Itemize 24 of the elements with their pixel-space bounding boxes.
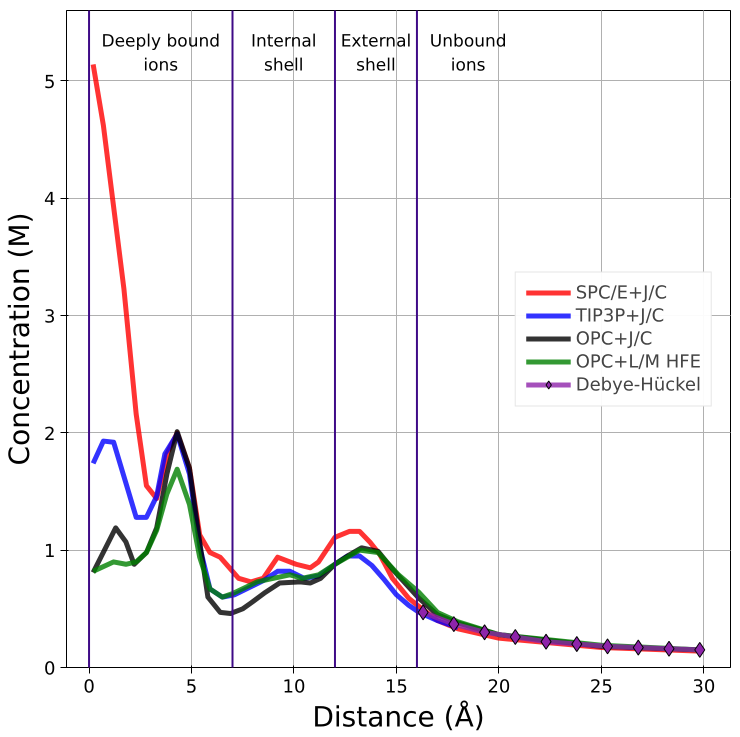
y-tick-label: 0 xyxy=(44,658,56,680)
x-tick-label: 25 xyxy=(590,676,613,698)
ref-line-label: Unbound ions xyxy=(430,32,507,76)
x-tick-label: 20 xyxy=(487,676,510,698)
ref-line-label: Internal shell xyxy=(250,32,317,76)
y-tick-label: 3 xyxy=(44,306,56,328)
legend-label: OPC+L/M HFE xyxy=(576,351,701,372)
y-tick-label: 5 xyxy=(44,72,56,93)
ref-line-label: External shell xyxy=(340,32,412,76)
legend-label: TIP3P+J/C xyxy=(576,305,664,326)
ref-line-label: Deeply bound ions xyxy=(102,32,220,76)
x-axis-title: Distance (Å) xyxy=(312,700,485,734)
x-tick-label: 5 xyxy=(186,676,198,698)
x-tick-label: 10 xyxy=(282,676,306,698)
y-tick-label: 2 xyxy=(44,424,56,445)
x-tick-label: 0 xyxy=(83,676,95,698)
y-axis-title: Concentration (M) xyxy=(3,212,36,466)
legend-label: OPC+J/C xyxy=(576,328,652,349)
legend-label: SPC/E+J/C xyxy=(576,282,668,303)
y-tick-label: 1 xyxy=(44,541,56,562)
x-tick-label: 15 xyxy=(385,676,408,698)
y-tick-label: 4 xyxy=(44,189,56,210)
x-tick-label: 30 xyxy=(692,676,716,698)
legend-label: Debye-Hückel xyxy=(576,374,701,395)
